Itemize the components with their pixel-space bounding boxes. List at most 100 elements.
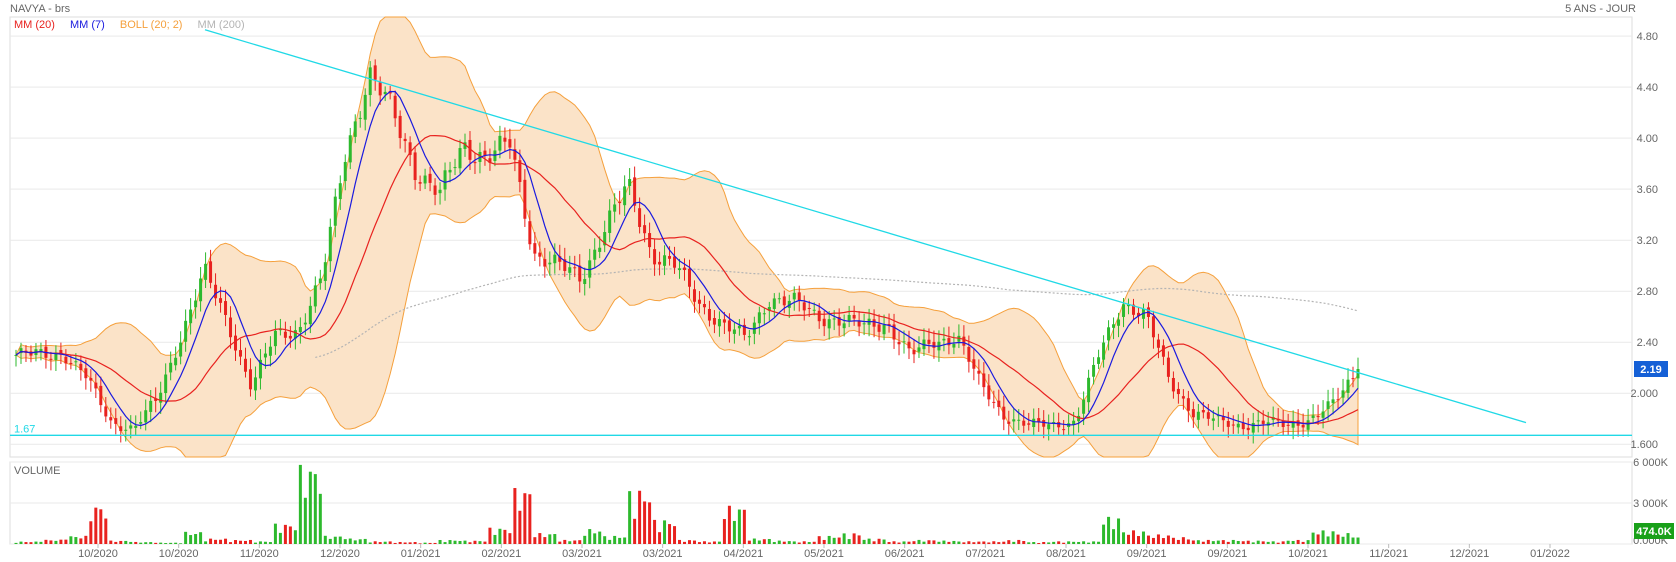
- volume-bar: [313, 474, 317, 544]
- candle-body: [623, 186, 627, 206]
- legend-mm20[interactable]: MM (20): [14, 19, 55, 31]
- candle-body: [288, 335, 292, 339]
- candle-body: [54, 352, 58, 360]
- candle-body: [523, 179, 527, 219]
- candle-body: [14, 354, 18, 356]
- candle-body: [902, 341, 906, 343]
- candle-body: [573, 267, 577, 269]
- candle-body: [673, 256, 677, 268]
- candle-body: [912, 349, 916, 355]
- candle-body: [1077, 415, 1081, 422]
- candle-body: [927, 339, 931, 344]
- candle-body: [1017, 419, 1021, 421]
- volume-bar: [293, 530, 297, 544]
- descending-trendline: [204, 29, 1527, 424]
- volume-bar: [34, 541, 38, 544]
- candle-body: [548, 262, 552, 265]
- candle-body: [857, 320, 861, 327]
- candle-body: [668, 256, 672, 259]
- legend-boll[interactable]: BOLL (20; 2): [119, 19, 183, 31]
- candle-body: [518, 160, 522, 183]
- volume-bar: [1141, 531, 1145, 544]
- volume-bar: [1291, 540, 1295, 544]
- candle-body: [633, 177, 637, 206]
- candle-body: [363, 94, 367, 120]
- volume-bar: [1206, 539, 1210, 544]
- volume-bar: [298, 464, 302, 544]
- volume-bar: [722, 519, 726, 544]
- volume-bar: [1266, 541, 1270, 544]
- volume-bar: [563, 539, 567, 544]
- volume-bar: [14, 542, 18, 544]
- candle-body: [832, 318, 836, 320]
- volume-bar: [74, 537, 78, 544]
- volume-bar: [658, 532, 662, 544]
- candle-body: [413, 152, 417, 181]
- volume-bar: [243, 540, 247, 544]
- candle-body: [877, 324, 881, 332]
- candle-body: [822, 318, 826, 327]
- candle-body: [702, 304, 706, 308]
- candle-body: [373, 65, 377, 80]
- volume-bar: [807, 542, 811, 544]
- volume-bar: [488, 527, 492, 544]
- volume-bar: [308, 471, 312, 544]
- volume-bar: [852, 533, 856, 544]
- price-tick-label: 2.000: [1630, 388, 1658, 400]
- volume-bar: [144, 542, 148, 544]
- legend-mm200[interactable]: MM (200): [197, 19, 245, 31]
- volume-bar: [1122, 532, 1126, 544]
- volume-bar: [468, 542, 472, 544]
- candle-body: [628, 179, 632, 187]
- volume-bar: [403, 542, 407, 544]
- candle-body: [428, 173, 432, 183]
- candle-body: [852, 314, 856, 319]
- volume-bar: [747, 540, 751, 544]
- candle-body: [872, 319, 876, 327]
- candle-body: [1047, 424, 1051, 430]
- period-label[interactable]: 5 ANS - JOUR: [1565, 3, 1636, 15]
- candle-body: [882, 324, 886, 335]
- candle-body: [488, 158, 492, 163]
- volume-bar: [1221, 540, 1225, 544]
- volume-bar: [248, 539, 252, 544]
- volume-bar: [518, 510, 522, 544]
- volume-bar: [24, 542, 28, 544]
- candle-body: [827, 319, 831, 329]
- candle-body: [1291, 421, 1295, 428]
- volume-bar: [44, 539, 48, 544]
- candle-body: [1122, 304, 1126, 317]
- candle-body: [1117, 319, 1121, 326]
- legend-mm7[interactable]: MM (7): [70, 19, 105, 31]
- candle-body: [752, 322, 756, 334]
- price-tick-label: 2.40: [1637, 337, 1658, 349]
- volume-bar: [712, 541, 716, 544]
- volume-bar: [872, 541, 876, 544]
- candle-body: [199, 278, 203, 302]
- candle-body: [1331, 399, 1335, 404]
- volume-bar: [1117, 518, 1121, 544]
- volume-bar: [628, 491, 632, 544]
- candle-body: [323, 262, 327, 281]
- date-tick-label: 06/2021: [885, 548, 925, 560]
- candle-body: [1052, 421, 1056, 423]
- volume-bar: [513, 488, 517, 544]
- volume-bar: [1341, 536, 1345, 544]
- candle-body: [972, 359, 976, 369]
- volume-bar: [104, 518, 108, 544]
- volume-bar: [1191, 540, 1195, 544]
- volume-bar: [124, 540, 128, 544]
- volume-bar: [428, 542, 432, 544]
- candle-body: [154, 398, 158, 401]
- candle-body: [1181, 396, 1185, 399]
- volume-bar: [1136, 536, 1140, 544]
- candle-body: [343, 161, 347, 182]
- candle-body: [1256, 420, 1260, 422]
- date-tick-label: 01/2022: [1530, 548, 1570, 560]
- date-tick-label: 05/2021: [804, 548, 844, 560]
- candle-body: [1316, 416, 1320, 418]
- volume-bar: [1261, 541, 1265, 544]
- candle-body: [967, 346, 971, 362]
- volume-bar: [732, 520, 736, 544]
